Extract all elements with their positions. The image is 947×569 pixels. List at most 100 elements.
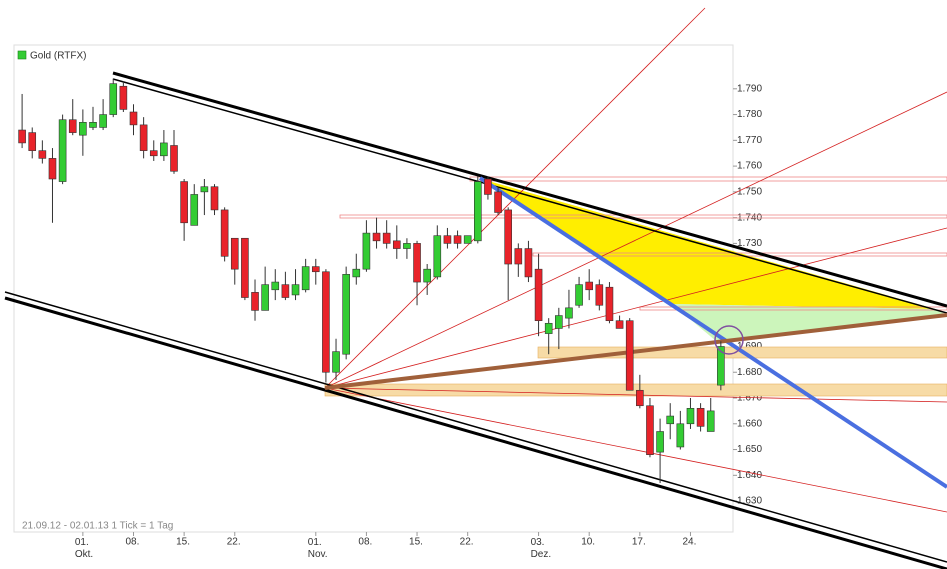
x-tick-label: 08. <box>125 537 139 548</box>
candle-body <box>129 111 138 126</box>
candles <box>18 78 725 484</box>
legend-label: Gold (RTFX) <box>30 51 87 62</box>
legend-swatch <box>17 50 27 60</box>
candle-body <box>372 232 381 242</box>
candle-body <box>403 243 411 249</box>
x-tick-label: 10. <box>581 537 595 548</box>
candle-body <box>565 307 573 319</box>
highlight-circle <box>714 325 744 355</box>
candle-body <box>119 85 128 110</box>
x-tick-label: 01. Nov. <box>308 537 328 560</box>
candle-body <box>433 235 442 278</box>
candle-body <box>423 268 431 283</box>
candle-body <box>109 83 118 115</box>
brown-trendline <box>324 313 947 390</box>
candle-body <box>656 431 664 453</box>
candle-body <box>28 132 37 151</box>
y-tick-label: 1.730 <box>737 238 762 249</box>
candle-body <box>676 423 685 448</box>
y-tick-label: 1.640 <box>737 470 762 481</box>
band-outline <box>639 306 947 311</box>
candle-body <box>382 232 391 244</box>
candle-body <box>230 237 239 270</box>
x-tick-label: 17. <box>632 537 646 548</box>
candle-body <box>149 150 158 157</box>
candle-body <box>717 346 725 386</box>
candle-body <box>646 405 654 455</box>
candle-body <box>251 292 259 311</box>
candle-body <box>494 191 502 213</box>
candle-body <box>555 315 563 329</box>
candle-body <box>514 248 523 265</box>
channel-line <box>4 291 947 563</box>
candle-body <box>636 389 644 407</box>
x-tick-label: 01. Okt. <box>75 537 93 560</box>
candle-body <box>68 119 77 133</box>
candle-body <box>38 150 47 159</box>
x-tick-label: 22. <box>460 537 474 548</box>
channel-line <box>112 71 947 308</box>
candle-body <box>625 320 634 391</box>
x-tick-label: 22. <box>227 537 241 548</box>
footnote: 21.09.12 - 02.01.13 1 Tick = 1 Tag <box>22 521 173 532</box>
x-tick-label: 15. <box>176 537 190 548</box>
blue-trendline <box>478 176 947 489</box>
candle-body <box>605 286 614 322</box>
candle-body <box>484 178 492 195</box>
y-tick-label: 1.680 <box>737 367 762 378</box>
candle-body <box>200 186 209 193</box>
candle-body <box>413 243 421 283</box>
candle-body <box>463 235 472 244</box>
candle-body <box>18 129 26 144</box>
y-tick-label: 1.670 <box>737 393 762 404</box>
candle-body <box>311 266 320 273</box>
green-zone <box>672 304 947 341</box>
candle-body <box>291 284 300 296</box>
fan-line <box>324 227 947 389</box>
candle-body <box>332 351 340 373</box>
channel-line <box>4 296 947 569</box>
yellow-zone <box>485 180 935 309</box>
y-tick-label: 1.690 <box>737 341 762 352</box>
y-tick-label: 1.630 <box>737 496 762 507</box>
candle-body <box>139 124 148 151</box>
candle-body <box>595 284 604 306</box>
candle-body <box>453 235 462 244</box>
y-tick-label: 1.770 <box>737 135 762 146</box>
candle-body <box>180 181 188 224</box>
candle-body <box>524 248 533 278</box>
candle-body <box>160 142 168 157</box>
candle-body <box>79 122 87 136</box>
candle-body <box>58 119 67 182</box>
candle-body <box>575 284 583 306</box>
candle-body <box>615 320 624 329</box>
candle-body <box>474 181 482 242</box>
candle-body <box>544 322 553 334</box>
candle-body <box>301 266 310 291</box>
candle-body <box>48 158 57 180</box>
fan-line <box>324 387 947 403</box>
plot-frame <box>13 44 734 533</box>
candle-body <box>89 122 97 128</box>
candle-body <box>281 284 290 298</box>
fan-line <box>324 91 947 389</box>
candle-body <box>504 209 512 265</box>
candle-body <box>706 410 715 432</box>
candle-body <box>362 232 371 270</box>
candle-body <box>261 284 269 311</box>
candle-body <box>534 268 543 322</box>
candle-body <box>686 408 695 425</box>
candle-body <box>210 186 219 211</box>
x-tick-label: 24. <box>682 537 696 548</box>
band-outline <box>339 214 947 219</box>
y-tick-label: 1.790 <box>737 83 762 94</box>
x-tick-label: 08. <box>358 537 372 548</box>
candle-body <box>392 240 401 249</box>
candle-body <box>342 274 350 355</box>
fan-lines <box>324 7 947 513</box>
candle-body <box>271 281 280 291</box>
y-tick-label: 1.660 <box>737 418 762 429</box>
x-tick-label: 15. <box>409 537 423 548</box>
candle-body <box>585 281 594 291</box>
